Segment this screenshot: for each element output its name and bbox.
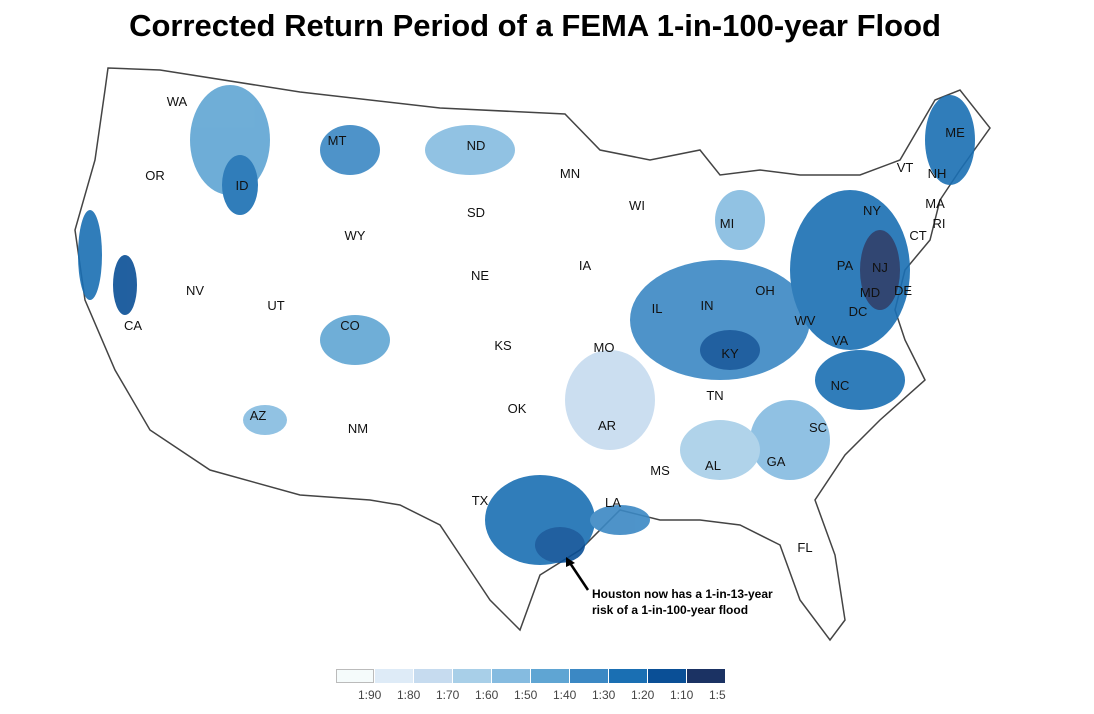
state-label: MO bbox=[594, 340, 615, 355]
state-label: NV bbox=[186, 283, 204, 298]
state-label: NC bbox=[831, 378, 850, 393]
state-label: KY bbox=[721, 346, 739, 361]
state-label: ME bbox=[945, 125, 965, 140]
state-label: KS bbox=[494, 338, 512, 353]
state-label: GA bbox=[767, 454, 786, 469]
legend-swatch bbox=[492, 669, 530, 683]
legend-label: 1:5 bbox=[709, 688, 726, 702]
legend-label: 1:70 bbox=[436, 688, 460, 702]
state-label: AL bbox=[705, 458, 721, 473]
state-label: DE bbox=[894, 283, 912, 298]
legend-swatch bbox=[453, 669, 491, 683]
legend-swatch bbox=[414, 669, 452, 683]
map-title: Corrected Return Period of a FEMA 1-in-1… bbox=[129, 8, 941, 43]
legend-label: 1:20 bbox=[631, 688, 655, 702]
state-label: OR bbox=[145, 168, 165, 183]
state-label: ID bbox=[236, 178, 249, 193]
legend bbox=[336, 669, 726, 683]
state-label: NY bbox=[863, 203, 881, 218]
state-label: FL bbox=[797, 540, 812, 555]
legend-label: 1:60 bbox=[475, 688, 499, 702]
state-label: UT bbox=[267, 298, 284, 313]
legend-swatch bbox=[531, 669, 569, 683]
state-label: NJ bbox=[872, 260, 888, 275]
state-label: CO bbox=[340, 318, 360, 333]
state-label: CA bbox=[124, 318, 142, 333]
state-label: WI bbox=[629, 198, 645, 213]
legend-label: 1:50 bbox=[514, 688, 538, 702]
houston-annotation: Houston now has a 1-in-13-year risk of a… bbox=[592, 586, 773, 618]
legend-swatch bbox=[648, 669, 686, 683]
legend-label: 1:30 bbox=[592, 688, 616, 702]
state-label: LA bbox=[605, 495, 621, 510]
legend-swatch bbox=[336, 669, 374, 683]
state-label: NM bbox=[348, 421, 368, 436]
state-label: TN bbox=[706, 388, 723, 403]
annotation-line-2: risk of a 1-in-100-year flood bbox=[592, 603, 749, 617]
state-label: PA bbox=[837, 258, 854, 273]
state-label: VT bbox=[897, 160, 914, 175]
state-label: TX bbox=[472, 493, 489, 508]
annotation-line-1: Houston now has a 1-in-13-year bbox=[592, 587, 773, 601]
state-label: MN bbox=[560, 166, 580, 181]
state-label: SC bbox=[809, 420, 827, 435]
arrow-head-icon bbox=[566, 557, 575, 567]
state-label: WY bbox=[345, 228, 366, 243]
state-label: ND bbox=[467, 138, 486, 153]
state-label: MT bbox=[328, 133, 347, 148]
state-label: AZ bbox=[250, 408, 267, 423]
legend-swatch bbox=[570, 669, 608, 683]
legend-label: 1:10 bbox=[670, 688, 694, 702]
state-label: MD bbox=[860, 285, 880, 300]
legend-label: 1:80 bbox=[397, 688, 421, 702]
state-label: OH bbox=[755, 283, 775, 298]
state-label: CT bbox=[909, 228, 926, 243]
state-label: MA bbox=[925, 196, 945, 211]
legend-swatch bbox=[687, 669, 725, 683]
state-label: NE bbox=[471, 268, 489, 283]
annotation-arrow bbox=[568, 562, 590, 591]
state-label: IL bbox=[652, 301, 663, 316]
state-label: MS bbox=[650, 463, 670, 478]
flood-risk-areas bbox=[78, 85, 975, 565]
state-label: AR bbox=[598, 418, 616, 433]
state-label: MI bbox=[720, 216, 734, 231]
state-label: SD bbox=[467, 205, 485, 220]
state-label: VA bbox=[832, 333, 849, 348]
state-label: DC bbox=[849, 304, 868, 319]
state-labels: WA OR CA NV ID MT WY UT AZ CO NM ND SD NE KS OK TX MN IA MO… bbox=[124, 94, 965, 555]
state-label: IA bbox=[579, 258, 592, 273]
legend-swatch bbox=[375, 669, 413, 683]
state-label: WV bbox=[795, 313, 816, 328]
state-label: RI bbox=[933, 216, 946, 231]
state-label: NH bbox=[928, 166, 947, 181]
legend-swatch bbox=[609, 669, 647, 683]
state-label: OK bbox=[508, 401, 527, 416]
legend-label: 1:90 bbox=[358, 688, 382, 702]
state-label: IN bbox=[701, 298, 714, 313]
legend-label: 1:40 bbox=[553, 688, 577, 702]
state-label: WA bbox=[167, 94, 188, 109]
